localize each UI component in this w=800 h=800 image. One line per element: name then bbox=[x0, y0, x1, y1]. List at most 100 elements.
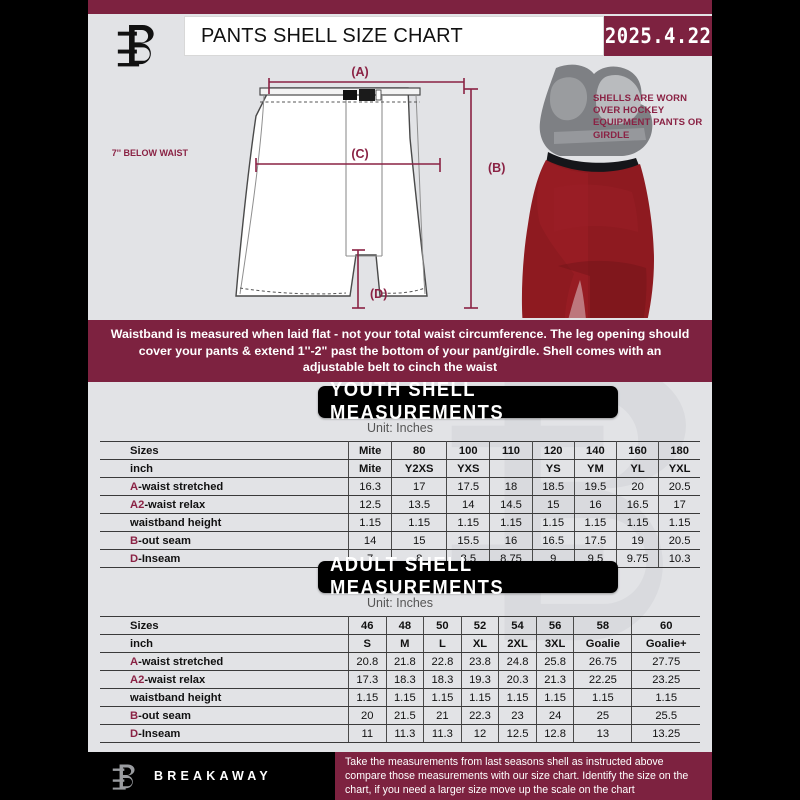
top-accent-bar bbox=[88, 0, 712, 14]
table-cell: 1.15 bbox=[348, 688, 387, 707]
section-title-youth: YOUTH SHELL MEASUREMENTS bbox=[318, 379, 618, 424]
table-cell: 21.3 bbox=[536, 670, 575, 689]
table-cell bbox=[489, 459, 533, 478]
row-label-prefix: B bbox=[130, 709, 139, 722]
table-cell: 1.15 bbox=[532, 513, 575, 532]
table-cell: 1.15 bbox=[446, 513, 491, 532]
table-cell: 46 bbox=[348, 616, 387, 635]
page-title-text: PANTS SHELL SIZE CHART bbox=[201, 24, 463, 47]
table-cell: 1.15 bbox=[536, 688, 575, 707]
diagram-label-c: (C) bbox=[351, 147, 368, 161]
table-cell: 22.3 bbox=[461, 706, 500, 725]
table-cell: 25.5 bbox=[631, 706, 700, 725]
section-title-adult: ADULT SHELL MEASUREMENTS bbox=[318, 554, 618, 599]
table-cell: 15.5 bbox=[446, 531, 491, 550]
table-cell: 23 bbox=[498, 706, 537, 725]
table-row: Sizes Mite 80 100 110 120 140 160 180 bbox=[100, 441, 700, 460]
table-cell: YL bbox=[616, 459, 660, 478]
table-cell: YXS bbox=[446, 459, 491, 478]
row-label: B-out seam bbox=[100, 531, 349, 550]
footer: BREAKAWAY Take the measurements from las… bbox=[88, 752, 712, 800]
table-cell: 14 bbox=[446, 495, 491, 514]
table-row: A-waist stretched 16.3 17 17.5 18 18.5 19.5 20 2… bbox=[100, 477, 700, 496]
table-cell: S bbox=[348, 634, 387, 653]
table-cell: 1.15 bbox=[348, 513, 393, 532]
table-cell: 110 bbox=[489, 441, 533, 460]
youth-size-table: Sizes Mite 80 100 110 120 140 160 180 inch Mite Y2X… bbox=[100, 441, 700, 568]
table-cell: 17.3 bbox=[348, 670, 387, 689]
unit-label-youth: Unit: Inches bbox=[366, 421, 433, 435]
table-cell: Y2XS bbox=[391, 459, 448, 478]
table-cell: 11.3 bbox=[386, 724, 425, 743]
diagram-label-b: (B) bbox=[488, 161, 505, 175]
table-cell: 18 bbox=[489, 477, 533, 496]
table-cell: 20.3 bbox=[498, 670, 537, 689]
table-cell: 20 bbox=[348, 706, 387, 725]
table-cell: 19 bbox=[616, 531, 660, 550]
footer-brand: BREAKAWAY bbox=[88, 752, 335, 800]
table-cell: 1.15 bbox=[461, 688, 500, 707]
table-cell: 1.15 bbox=[573, 688, 633, 707]
header: PANTS SHELL SIZE CHART 2025.4.22 bbox=[88, 14, 712, 67]
row-label: B-out seam bbox=[100, 706, 349, 725]
footer-instructions: Take the measurements from last seasons … bbox=[335, 752, 712, 800]
row-label: waistband height bbox=[100, 513, 349, 532]
table-cell: 160 bbox=[616, 441, 660, 460]
table-cell: 2XL bbox=[498, 634, 537, 653]
table-row: inch S M L XL 2XL 3XL Goalie Goalie+ bbox=[100, 634, 700, 653]
table-cell: 54 bbox=[498, 616, 537, 635]
date-badge-text: 2025.4.22 bbox=[604, 24, 712, 48]
table-cell: 13 bbox=[573, 724, 633, 743]
table-cell: 1.15 bbox=[391, 513, 448, 532]
table-cell: 20 bbox=[616, 477, 660, 496]
row-label: A2-waist relax bbox=[100, 670, 349, 689]
breakaway-b-logo-icon bbox=[110, 16, 166, 72]
row-label: A-waist stretched bbox=[100, 652, 349, 671]
page-title: PANTS SHELL SIZE CHART bbox=[184, 16, 604, 56]
table-cell: 20.8 bbox=[348, 652, 387, 671]
row-label-prefix: D bbox=[130, 552, 139, 565]
table-cell: 120 bbox=[532, 441, 575, 460]
table-row: B-out seam 14 15 15.5 16 16.5 17.5 19 20.5 bbox=[100, 531, 700, 550]
adult-table-body: Sizes 46 48 50 52 54 56 58 60 inch S M L XL 2XL 3XL Goal… bbox=[100, 616, 700, 743]
table-row: waistband height 1.15 1.15 1.15 1.15 1.15 1.15… bbox=[100, 513, 700, 532]
table-cell: 12.8 bbox=[536, 724, 575, 743]
table-cell: 12.5 bbox=[348, 495, 393, 514]
table-cell: YS bbox=[532, 459, 575, 478]
table-cell: 1.15 bbox=[489, 513, 533, 532]
date-badge: 2025.4.22 bbox=[604, 16, 712, 56]
footer-brand-text: BREAKAWAY bbox=[154, 769, 272, 783]
table-cell: Mite bbox=[348, 441, 393, 460]
row-label: A-waist stretched bbox=[100, 477, 349, 496]
table-cell: 80 bbox=[391, 441, 448, 460]
row-label-prefix: B bbox=[130, 534, 139, 547]
table-cell: 10.3 bbox=[658, 549, 700, 568]
table-cell: 48 bbox=[386, 616, 425, 635]
table-cell: 17.5 bbox=[574, 531, 617, 550]
row-label: Sizes bbox=[100, 616, 349, 635]
row-label-prefix: A bbox=[130, 655, 139, 668]
table-cell: 19.5 bbox=[574, 477, 617, 496]
table-cell: 60 bbox=[631, 616, 700, 635]
table-cell: 16.5 bbox=[532, 531, 575, 550]
table-cell: 19.3 bbox=[461, 670, 500, 689]
table-row: A-waist stretched 20.8 21.8 22.8 23.8 24.8 25.… bbox=[100, 652, 700, 671]
table-row: D-Inseam 11 11.3 11.3 12 12.5 12.8 13 13.25 bbox=[100, 724, 700, 743]
row-label: Sizes bbox=[100, 441, 349, 460]
diagram-label-d: (D) bbox=[370, 287, 387, 301]
table-cell: 180 bbox=[658, 441, 700, 460]
diagram-label-a: (A) bbox=[351, 65, 368, 79]
table-row: A2-waist relax 12.5 13.5 14 14.5 15 16 16.5 17 bbox=[100, 495, 700, 514]
table-cell: 1.15 bbox=[386, 688, 425, 707]
table-row: A2-waist relax 17.3 18.3 18.3 19.3 20.3 21.3 22… bbox=[100, 670, 700, 689]
table-cell: 25 bbox=[573, 706, 633, 725]
banner-text: Waistband is measured when laid flat - n… bbox=[110, 327, 690, 375]
table-cell: 18.3 bbox=[386, 670, 425, 689]
table-cell: 17 bbox=[391, 477, 448, 496]
table-cell: 1.15 bbox=[631, 688, 700, 707]
measurement-info-banner: Waistband is measured when laid flat - n… bbox=[88, 320, 712, 382]
table-cell: 24 bbox=[536, 706, 575, 725]
table-cell: 20.5 bbox=[658, 531, 700, 550]
table-cell: 13.5 bbox=[391, 495, 448, 514]
table-cell: Goalie+ bbox=[631, 634, 700, 653]
